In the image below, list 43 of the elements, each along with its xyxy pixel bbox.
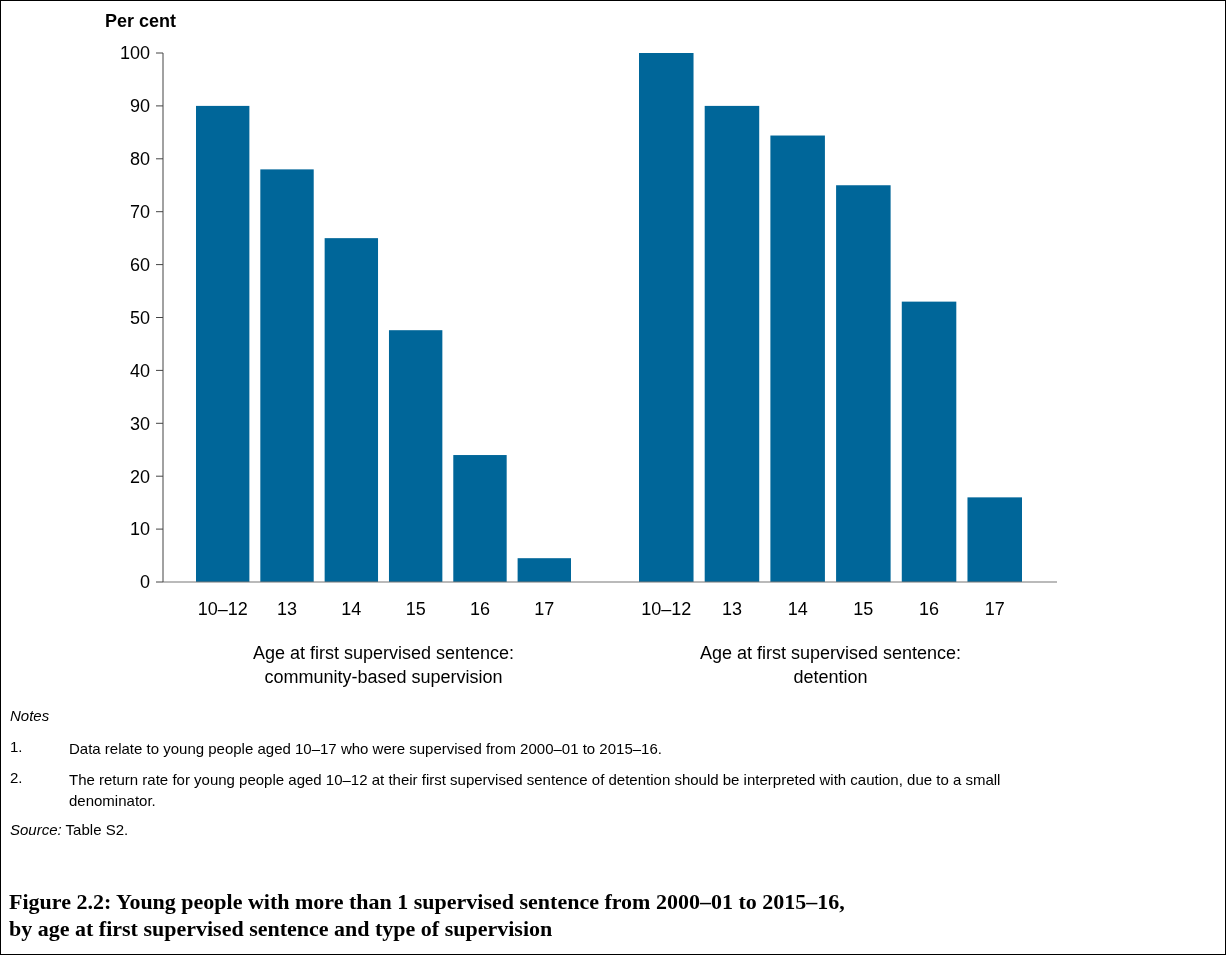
text: Notes — [10, 707, 51, 724]
y-tick-label: 10 — [129, 519, 150, 540]
x-tick-label: 14 — [341, 599, 362, 619]
y-tick-label: 90 — [129, 96, 150, 117]
y-tick-label: 40 — [129, 360, 150, 381]
y-tick-label: 80 — [129, 149, 150, 170]
bar — [770, 135, 825, 582]
x-tick-label: 15 — [405, 599, 426, 619]
x-tick-label: 17 — [984, 599, 1005, 619]
bar — [260, 169, 314, 582]
bar — [639, 53, 694, 582]
y-tick-label: 30 — [129, 413, 150, 434]
x-tick-label: 13 — [721, 599, 742, 619]
bar — [836, 185, 891, 582]
y-axis-title: Per cent — [105, 11, 177, 31]
bar — [517, 558, 571, 582]
x-tick-label: 16 — [469, 599, 490, 619]
x-tick-label: 17 — [534, 599, 555, 619]
bar — [196, 105, 250, 582]
bar — [388, 330, 443, 582]
x-tick-label: 13 — [277, 599, 298, 619]
y-tick-label: 60 — [129, 254, 150, 275]
y-tick-label: 70 — [129, 202, 150, 222]
x-tick-label: 10–12 — [641, 599, 692, 619]
x-tick-label: 15 — [853, 599, 874, 619]
x-tick-label: 14 — [787, 599, 808, 619]
bar — [453, 455, 507, 582]
bar — [901, 301, 957, 582]
text: 1. Data relate to young people aged 10–17 who were supervised from 2000–01 to 2015–16. — [10, 738, 662, 757]
x-tick-label: 16 — [919, 599, 940, 619]
x-tick-label: 10–12 — [197, 599, 248, 619]
y-tick-label: 50 — [129, 307, 150, 328]
text: 2. The return rate for young people aged 10–12 at their first supervised sentence of detention should be interpreted with caution, due to a small denominator. — [10, 769, 1001, 809]
x-axis-title: Age at first supervised sentence: detention — [699, 643, 962, 687]
x-axis-title: Age at first supervised sentence: community-based supervision — [252, 643, 515, 687]
source-note: Source: Table S2. — [10, 821, 130, 838]
y-tick-label: 100 — [119, 43, 150, 64]
bar — [967, 497, 1022, 582]
bar — [704, 105, 760, 582]
y-tick-label: 0 — [139, 572, 150, 593]
bar — [324, 238, 379, 582]
y-tick-label: 20 — [129, 466, 150, 487]
text: Figure 2.2: Young people with more than 1 supervised sentence from 2000–01 to 2015–16, by age at first supervised sentence and type of supervision — [9, 888, 846, 942]
